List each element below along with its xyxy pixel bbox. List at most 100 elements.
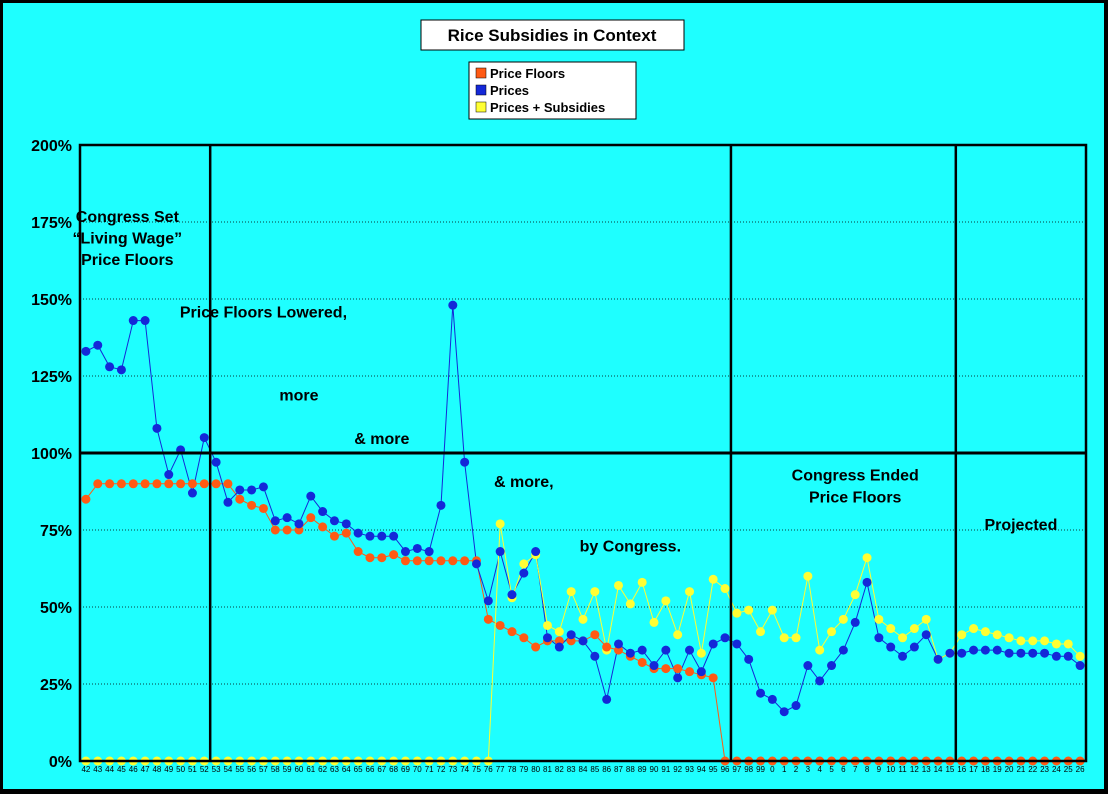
x-tick-label: 69	[401, 765, 410, 774]
series-point-1	[223, 497, 233, 507]
series-point-1	[696, 667, 706, 677]
legend-swatch-prices	[475, 84, 487, 96]
series-point-1	[507, 590, 517, 600]
x-tick-label: 65	[354, 765, 363, 774]
x-tick-label: 99	[756, 765, 765, 774]
x-tick-label: 8	[865, 765, 870, 774]
x-tick-label: 2	[794, 765, 799, 774]
x-tick-label: 55	[235, 765, 244, 774]
series-point-2	[779, 633, 789, 643]
series-point-2	[886, 624, 896, 634]
x-tick-label: 16	[957, 765, 966, 774]
x-tick-label: 26	[1076, 765, 1085, 774]
series-point-1	[81, 346, 91, 356]
x-tick-label: 91	[661, 765, 670, 774]
series-point-2	[637, 577, 647, 587]
series-point-2	[1028, 636, 1038, 646]
series-point-0	[708, 673, 718, 683]
series-point-2	[708, 574, 718, 584]
x-tick-label: 52	[200, 765, 209, 774]
x-tick-label: 96	[721, 765, 730, 774]
series-point-2	[921, 614, 931, 624]
series-point-0	[400, 556, 410, 566]
series-point-1	[779, 707, 789, 717]
series-point-0	[661, 664, 671, 674]
series-point-2	[898, 633, 908, 643]
series-point-1	[531, 547, 541, 557]
series-point-0	[247, 500, 257, 510]
series-point-2	[578, 614, 588, 624]
x-tick-label: 74	[460, 765, 469, 774]
series-point-1	[767, 694, 777, 704]
series-point-1	[578, 636, 588, 646]
series-point-2	[1004, 633, 1014, 643]
x-tick-label: 51	[188, 765, 197, 774]
x-tick-label: 93	[685, 765, 694, 774]
series-point-0	[389, 550, 399, 560]
series-point-1	[874, 633, 884, 643]
x-tick-label: 86	[602, 765, 611, 774]
y-tick-label: 125%	[31, 369, 72, 386]
x-tick-label: 87	[614, 765, 623, 774]
series-point-1	[980, 645, 990, 655]
series-point-2	[649, 617, 659, 627]
x-tick-label: 22	[1028, 765, 1037, 774]
series-point-1	[720, 633, 730, 643]
series-point-1	[93, 340, 103, 350]
series-point-0	[436, 556, 446, 566]
x-tick-label: 56	[247, 765, 256, 774]
legend-label-prices: Prices	[490, 83, 529, 98]
x-tick-label: 81	[543, 765, 552, 774]
series-point-1	[235, 485, 245, 495]
annotation: more	[279, 388, 318, 405]
annotation: Price Floors	[81, 252, 174, 269]
series-point-0	[140, 479, 150, 489]
series-point-2	[815, 645, 825, 655]
series-point-1	[744, 654, 754, 664]
series-point-0	[282, 525, 292, 535]
annotation: & more	[354, 431, 409, 448]
x-tick-label: 94	[697, 765, 706, 774]
x-tick-label: 10	[886, 765, 895, 774]
series-point-1	[850, 617, 860, 627]
series-point-0	[176, 479, 186, 489]
x-tick-label: 80	[531, 765, 540, 774]
series-point-1	[140, 316, 150, 326]
chart-title-box	[420, 19, 685, 51]
x-tick-label: 18	[981, 765, 990, 774]
series-point-2	[542, 620, 552, 630]
series-point-0	[223, 479, 233, 489]
annotation: Projected	[984, 517, 1057, 534]
annotation: Price Floors Lowered,	[180, 304, 347, 321]
series-point-1	[436, 500, 446, 510]
series-point-2	[992, 630, 1002, 640]
x-tick-label: 62	[318, 765, 327, 774]
series-point-0	[187, 479, 197, 489]
series-point-1	[412, 543, 422, 553]
x-tick-label: 4	[817, 765, 822, 774]
series-point-1	[957, 648, 967, 658]
series-point-1	[886, 642, 896, 652]
series-point-1	[637, 645, 647, 655]
x-tick-label: 75	[472, 765, 481, 774]
x-tick-label: 25	[1064, 765, 1073, 774]
series-point-1	[791, 701, 801, 711]
x-tick-label: 0	[770, 765, 775, 774]
series-point-1	[815, 676, 825, 686]
series-point-1	[389, 531, 399, 541]
x-tick-label: 5	[829, 765, 834, 774]
x-tick-label: 42	[81, 765, 90, 774]
legend: Price Floors Prices Prices + Subsidies	[468, 61, 637, 120]
annotation: “Living Wage”	[73, 231, 183, 248]
series-point-1	[898, 651, 908, 661]
x-tick-label: 78	[508, 765, 517, 774]
x-tick-label: 23	[1040, 765, 1049, 774]
series-point-1	[164, 470, 174, 480]
annotation: Congress Set	[76, 209, 180, 226]
series-point-2	[850, 590, 860, 600]
x-tick-label: 59	[283, 765, 292, 774]
series-point-1	[542, 633, 552, 643]
series-point-1	[649, 661, 659, 671]
x-tick-label: 90	[650, 765, 659, 774]
